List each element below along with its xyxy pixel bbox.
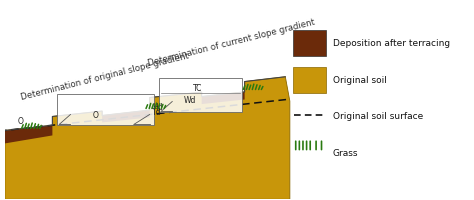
Text: Deposition after terracing: Deposition after terracing xyxy=(333,39,450,48)
Text: O: O xyxy=(18,116,23,125)
Text: Wd: Wd xyxy=(183,96,196,104)
Text: Determination of current slope gradient: Determination of current slope gradient xyxy=(146,17,316,67)
Polygon shape xyxy=(5,126,53,144)
Polygon shape xyxy=(102,111,150,123)
Bar xyxy=(293,30,326,56)
Text: TC: TC xyxy=(192,84,202,93)
Text: Determination of original slope gradient: Determination of original slope gradient xyxy=(19,51,190,101)
Bar xyxy=(293,67,326,93)
Text: O: O xyxy=(93,110,99,119)
Text: Hd: Hd xyxy=(152,103,163,112)
Text: Td: Td xyxy=(152,107,161,116)
Bar xyxy=(159,78,242,113)
Text: Grass: Grass xyxy=(333,148,358,157)
Polygon shape xyxy=(5,77,290,199)
Text: Original soil: Original soil xyxy=(333,76,387,85)
Bar xyxy=(57,94,154,126)
Polygon shape xyxy=(201,92,245,105)
Text: Original soil surface: Original soil surface xyxy=(333,111,423,120)
